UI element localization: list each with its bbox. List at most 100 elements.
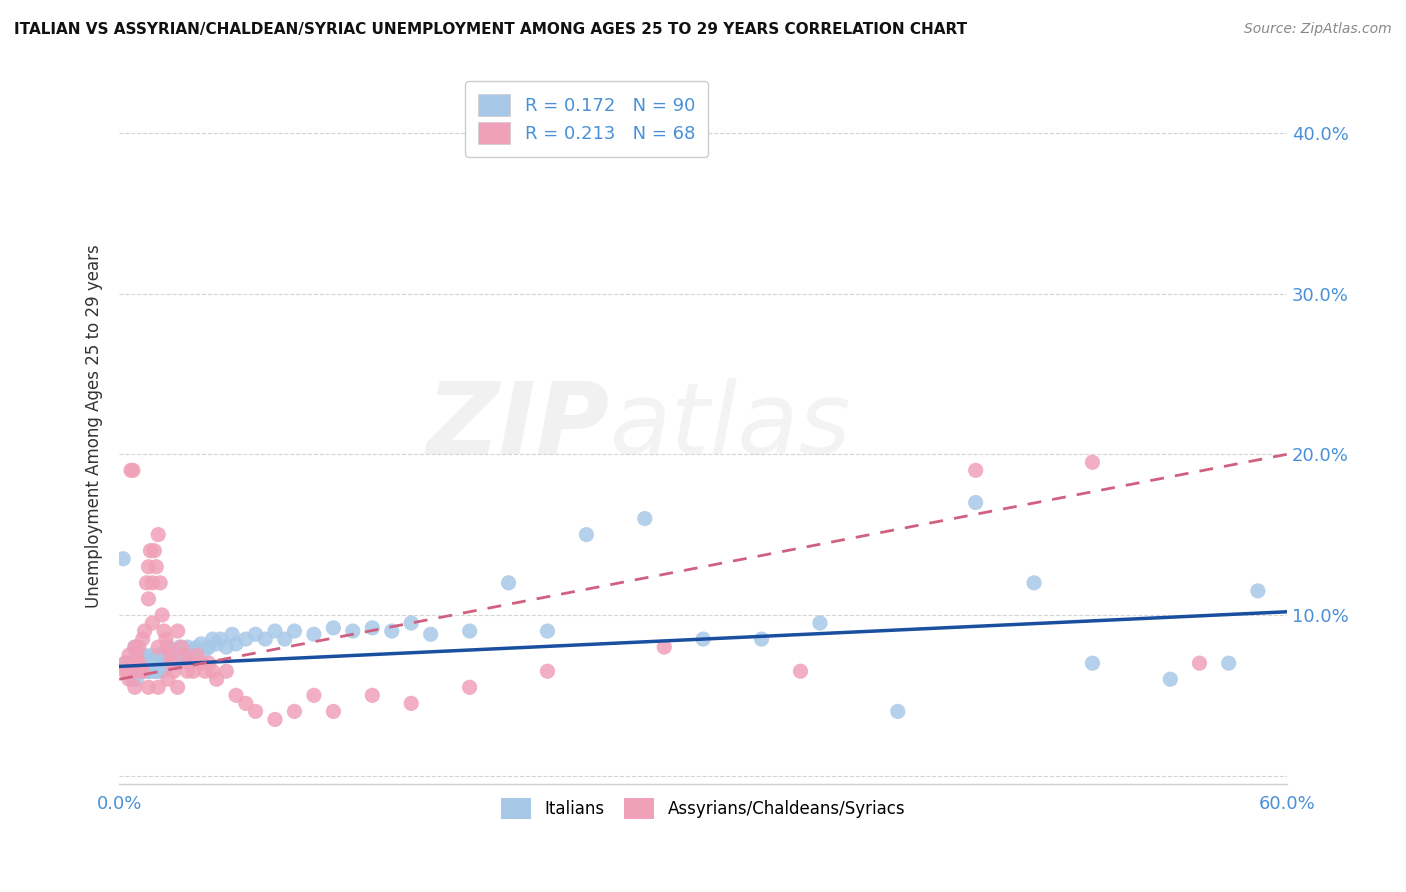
Point	[181, 664, 204, 678]
Point	[205, 637, 228, 651]
Point	[149, 653, 172, 667]
Point	[174, 653, 197, 667]
Point	[458, 624, 481, 638]
Point	[118, 656, 141, 670]
Point	[1159, 673, 1181, 687]
Point	[190, 637, 212, 651]
Point	[165, 653, 187, 667]
Point	[201, 632, 224, 646]
Point	[148, 648, 170, 662]
Point	[176, 664, 198, 678]
Point	[128, 656, 150, 670]
Point	[221, 627, 243, 641]
Point	[114, 664, 136, 678]
Point	[124, 640, 146, 654]
Point	[190, 656, 212, 670]
Point	[128, 656, 150, 670]
Point	[128, 656, 150, 670]
Point	[148, 527, 170, 541]
Point	[1188, 656, 1211, 670]
Point	[302, 627, 325, 641]
Point	[179, 656, 201, 670]
Point	[302, 689, 325, 703]
Point	[134, 624, 156, 638]
Point	[138, 664, 160, 678]
Point	[114, 656, 136, 670]
Point	[143, 543, 166, 558]
Point	[148, 656, 170, 670]
Point	[163, 643, 186, 657]
Point	[160, 656, 183, 670]
Point	[138, 659, 160, 673]
Point	[322, 705, 344, 719]
Point	[201, 664, 224, 678]
Point	[131, 664, 153, 678]
Point	[342, 624, 364, 638]
Text: Source: ZipAtlas.com: Source: ZipAtlas.com	[1244, 22, 1392, 37]
Text: atlas: atlas	[610, 377, 852, 475]
Point	[789, 664, 811, 678]
Point	[194, 664, 217, 678]
Point	[215, 640, 238, 654]
Point	[120, 463, 142, 477]
Point	[159, 648, 181, 662]
Point	[131, 664, 153, 678]
Point	[124, 681, 146, 695]
Point	[148, 640, 170, 654]
Point	[156, 673, 179, 687]
Point	[808, 615, 831, 630]
Point	[186, 640, 208, 654]
Point	[156, 640, 179, 654]
Point	[361, 621, 384, 635]
Point	[139, 664, 162, 678]
Point	[322, 621, 344, 635]
Point	[264, 624, 287, 638]
Point	[141, 659, 163, 673]
Point	[141, 615, 163, 630]
Point	[399, 615, 422, 630]
Point	[176, 640, 198, 654]
Point	[131, 632, 153, 646]
Point	[138, 681, 160, 695]
Point	[186, 648, 208, 662]
Point	[225, 637, 247, 651]
Point	[143, 664, 166, 678]
Point	[170, 640, 193, 654]
Point	[498, 575, 520, 590]
Point	[138, 656, 160, 670]
Point	[135, 664, 157, 678]
Point	[361, 689, 384, 703]
Point	[118, 673, 141, 687]
Y-axis label: Unemployment Among Ages 25 to 29 years: Unemployment Among Ages 25 to 29 years	[86, 244, 103, 608]
Point	[139, 656, 162, 670]
Point	[194, 643, 217, 657]
Point	[124, 640, 146, 654]
Point	[1022, 575, 1045, 590]
Point	[141, 575, 163, 590]
Point	[166, 624, 188, 638]
Point	[160, 656, 183, 670]
Point	[575, 527, 598, 541]
Point	[419, 627, 441, 641]
Point	[245, 627, 267, 641]
Point	[143, 656, 166, 670]
Point	[399, 697, 422, 711]
Point	[134, 656, 156, 670]
Point	[115, 664, 138, 678]
Point	[215, 664, 238, 678]
Point	[205, 673, 228, 687]
Point	[112, 551, 135, 566]
Point	[128, 648, 150, 662]
Point	[118, 648, 141, 662]
Point	[141, 648, 163, 662]
Point	[134, 648, 156, 662]
Point	[198, 656, 221, 670]
Point	[181, 643, 204, 657]
Point	[153, 624, 176, 638]
Point	[143, 653, 166, 667]
Point	[128, 640, 150, 654]
Point	[1081, 455, 1104, 469]
Point	[536, 664, 558, 678]
Point	[458, 681, 481, 695]
Point	[536, 624, 558, 638]
